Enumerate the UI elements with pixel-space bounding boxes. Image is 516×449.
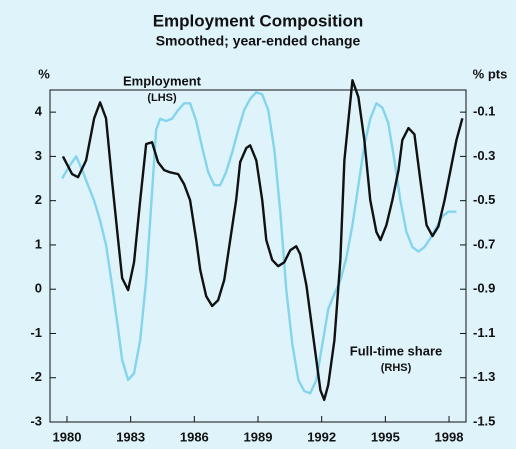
y2-tick-label: -1.5: [473, 413, 495, 428]
series-line: [61, 91, 457, 395]
annotation: (RHS): [381, 362, 412, 374]
y-tick-label: 0: [35, 281, 42, 296]
y-tick-label: -2: [30, 369, 42, 384]
y2-tick-label: -0.7: [473, 236, 495, 251]
y2-tick-label: -0.1: [473, 104, 495, 119]
y-tick-label: 3: [35, 148, 42, 163]
x-tick-label: 1998: [435, 429, 464, 444]
y-tick-label: 1: [35, 236, 42, 251]
annotation: (LHS): [147, 92, 177, 104]
x-tick-label: 1995: [371, 429, 400, 444]
y2-tick-label: -0.9: [473, 281, 495, 296]
x-tick-label: 1986: [180, 429, 209, 444]
chart-subtitle: Smoothed; year-ended change: [156, 33, 361, 49]
y-tick-label: 2: [35, 192, 42, 207]
annotation: Employment: [123, 73, 202, 88]
y2-tick-label: -1.1: [473, 325, 495, 340]
y2-tick-label: -0.5: [473, 192, 495, 207]
y-tick-label: 4: [35, 104, 43, 119]
x-tick-label: 1980: [53, 429, 82, 444]
y2-tick-label: -0.3: [473, 148, 495, 163]
y-axis-label: %: [38, 66, 50, 81]
y-tick-label: -3: [30, 413, 42, 428]
y-tick-label: -1: [30, 325, 42, 340]
plot-frame: [49, 89, 467, 423]
annotation: Full-time share: [350, 343, 442, 358]
x-tick-label: 1992: [307, 429, 336, 444]
x-tick-label: 1983: [116, 429, 145, 444]
x-tick-label: 1989: [244, 429, 273, 444]
y2-tick-label: -1.3: [473, 369, 495, 384]
chart-title: Employment Composition: [153, 11, 364, 30]
y2-axis-label: % pts: [473, 66, 508, 81]
series-line: [61, 79, 464, 402]
